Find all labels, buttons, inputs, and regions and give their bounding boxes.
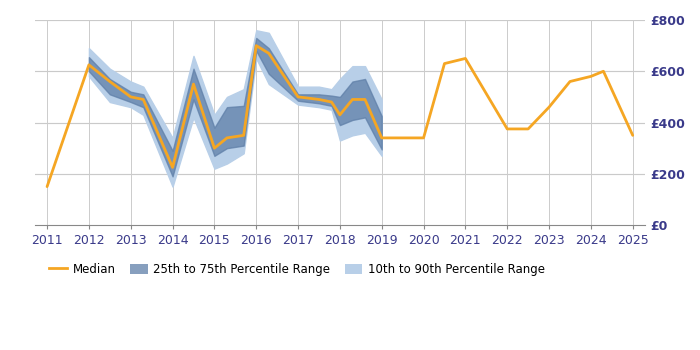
Legend: Median, 25th to 75th Percentile Range, 10th to 90th Percentile Range: Median, 25th to 75th Percentile Range, 1… [44,258,550,281]
